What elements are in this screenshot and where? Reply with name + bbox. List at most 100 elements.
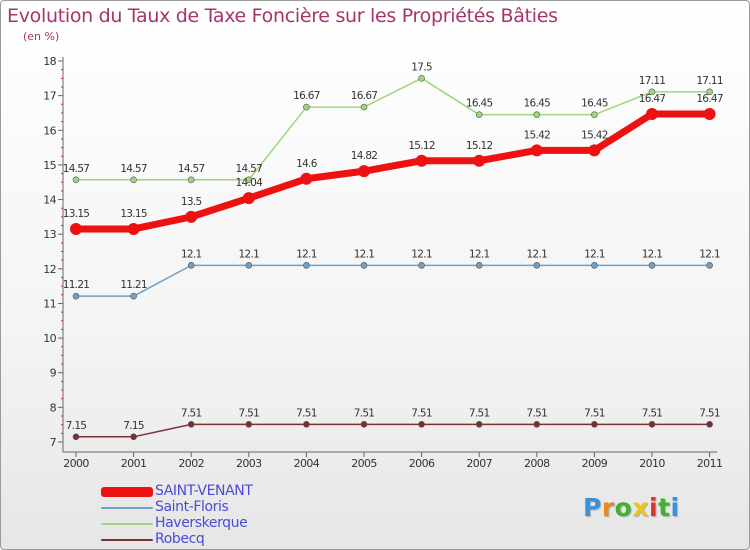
data-label-robecq: 7.51 xyxy=(239,407,260,419)
data-point-saint-venant xyxy=(300,172,313,185)
data-label-haverskerque: 16.67 xyxy=(293,90,320,102)
x-tick-label: 2001 xyxy=(121,457,147,470)
data-point-haverskerque xyxy=(533,111,541,118)
data-point-haverskerque xyxy=(475,111,483,118)
legend-label-saint-floris: Saint-Floris xyxy=(155,499,229,515)
legend-swatch-saint-floris xyxy=(101,507,153,509)
data-label-saint-floris: 11.21 xyxy=(63,279,90,291)
data-label-saint-venant: 16.47 xyxy=(639,93,666,105)
x-tick-label: 2004 xyxy=(294,457,320,470)
data-label-robecq: 7.51 xyxy=(181,407,202,419)
data-label-robecq: 7.15 xyxy=(123,420,144,432)
data-point-haverskerque xyxy=(72,176,80,184)
data-point-robecq xyxy=(591,421,598,428)
data-point-haverskerque xyxy=(591,111,598,118)
data-label-saint-floris: 12.1 xyxy=(527,248,548,260)
y-tick-label: 13 xyxy=(43,228,56,241)
series-line-saint-venant xyxy=(76,110,710,233)
logo-letter: r xyxy=(601,493,615,522)
y-tick-label: 9 xyxy=(50,367,57,380)
data-point-saint-venant xyxy=(530,144,543,157)
data-label-saint-venant: 14.6 xyxy=(296,158,318,170)
legend-swatch-saint-venant xyxy=(101,487,153,497)
data-label-robecq: 7.51 xyxy=(584,407,605,419)
data-label-saint-floris: 12.1 xyxy=(469,248,490,260)
legend-label-saint-venant: SAINT-VENANT xyxy=(155,483,253,499)
data-point-saint-floris xyxy=(648,262,656,269)
chart-title: Evolution du Taux de Taxe Foncière sur l… xyxy=(7,5,558,27)
y-tick-label: 12 xyxy=(43,263,56,276)
data-point-saint-floris xyxy=(360,262,368,269)
logo-letter: i xyxy=(670,493,680,522)
data-label-saint-venant: 16.47 xyxy=(696,93,723,105)
data-label-saint-venant: 15.42 xyxy=(581,129,608,141)
data-point-saint-venant xyxy=(473,154,486,167)
x-tick-label: 2007 xyxy=(466,457,492,470)
logo-letter: P xyxy=(583,493,602,522)
data-label-saint-floris: 12.1 xyxy=(354,248,375,260)
data-label-saint-floris: 11.21 xyxy=(120,279,147,291)
data-point-saint-floris xyxy=(706,262,713,269)
data-point-robecq xyxy=(706,421,713,428)
x-tick-label: 2003 xyxy=(236,457,262,470)
logo-letter: i xyxy=(649,493,659,522)
x-tick-label: 2011 xyxy=(697,457,723,470)
y-tick-label: 15 xyxy=(43,159,56,172)
data-label-robecq: 7.51 xyxy=(296,407,317,419)
data-point-robecq xyxy=(245,421,253,428)
y-tick-label: 16 xyxy=(43,124,56,137)
data-point-robecq xyxy=(130,433,137,441)
data-point-saint-floris xyxy=(245,262,253,269)
y-tick-label: 8 xyxy=(50,401,57,414)
data-point-robecq xyxy=(533,421,541,428)
series-line-robecq xyxy=(76,423,710,438)
x-tick-label: 2009 xyxy=(582,457,608,470)
data-label-haverskerque: 16.45 xyxy=(466,98,493,110)
data-point-haverskerque xyxy=(245,176,253,184)
proxiti-logo: Proxiti xyxy=(583,493,680,522)
legend-swatch-robecq xyxy=(101,539,153,541)
data-point-haverskerque xyxy=(187,176,195,184)
data-label-saint-floris: 12.1 xyxy=(296,248,317,260)
data-label-saint-floris: 12.1 xyxy=(699,248,720,260)
data-point-saint-venant xyxy=(242,192,255,205)
data-point-saint-venant xyxy=(185,210,198,223)
y-tick-label: 18 xyxy=(43,55,56,68)
data-point-saint-venant xyxy=(703,107,716,120)
data-point-saint-floris xyxy=(303,262,310,269)
y-tick-label: 7 xyxy=(50,436,57,449)
data-label-saint-venant: 14.04 xyxy=(236,177,264,189)
x-tick-label: 2000 xyxy=(63,457,89,470)
data-label-saint-venant: 13.15 xyxy=(63,208,90,220)
data-label-saint-venant: 15.12 xyxy=(466,140,493,152)
data-label-robecq: 7.51 xyxy=(411,407,432,419)
data-point-saint-floris xyxy=(187,262,195,269)
data-point-saint-venant xyxy=(358,165,370,178)
data-point-saint-floris xyxy=(418,262,425,269)
data-point-haverskerque xyxy=(706,88,713,96)
chart-subtitle: (en %) xyxy=(23,30,60,43)
data-label-saint-venant: 13.5 xyxy=(181,196,202,208)
y-tick-label: 17 xyxy=(43,90,56,103)
logo-letter: x xyxy=(632,493,649,522)
data-label-haverskerque: 14.57 xyxy=(178,163,205,175)
data-label-saint-floris: 12.1 xyxy=(642,248,663,260)
legend-label-haverskerque: Haverskerque xyxy=(155,515,248,531)
data-label-robecq: 7.51 xyxy=(354,407,375,419)
data-point-haverskerque xyxy=(418,75,425,82)
data-point-robecq xyxy=(303,421,310,428)
x-tick-label: 2008 xyxy=(524,457,550,470)
data-label-robecq: 7.51 xyxy=(527,407,548,419)
data-label-haverskerque: 14.57 xyxy=(120,163,147,175)
data-point-saint-venant xyxy=(646,107,658,120)
data-label-haverskerque: 17.11 xyxy=(696,75,723,87)
data-label-haverskerque: 17.11 xyxy=(639,75,666,87)
x-tick-label: 2010 xyxy=(639,457,665,470)
data-point-haverskerque xyxy=(130,176,137,184)
data-label-haverskerque: 16.67 xyxy=(351,90,378,102)
data-point-robecq xyxy=(648,421,656,428)
data-label-saint-floris: 12.1 xyxy=(584,248,605,260)
data-point-robecq xyxy=(475,421,483,428)
data-label-haverskerque: 17.5 xyxy=(411,61,432,73)
